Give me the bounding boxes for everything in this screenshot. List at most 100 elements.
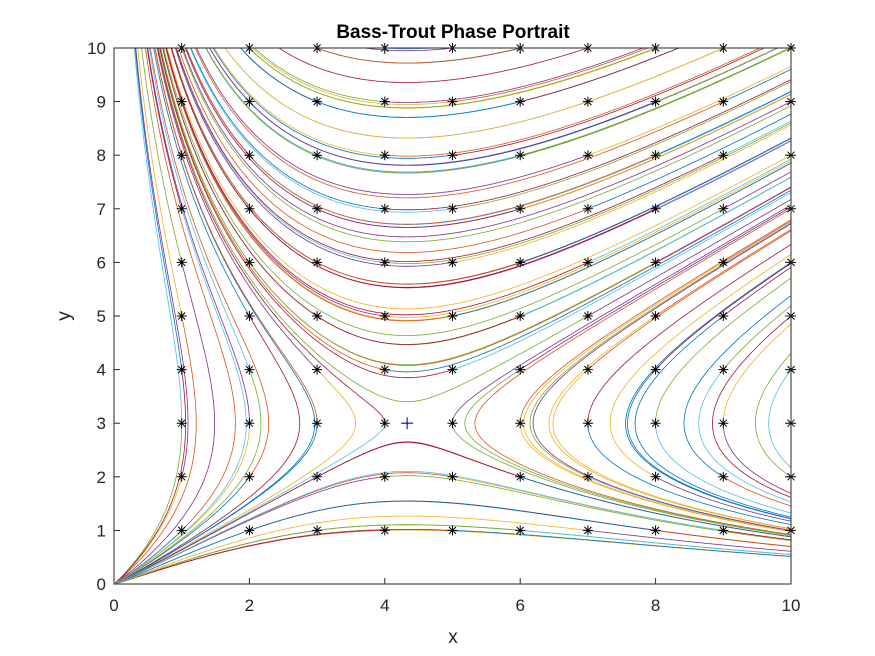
series-line: [134, 48, 183, 370]
series-line: [160, 47, 656, 366]
series-line: [214, 47, 385, 156]
initial-point: [718, 418, 729, 429]
initial-point: [650, 203, 661, 214]
series-line: [609, 254, 792, 478]
initial-point: [176, 96, 187, 107]
y-tick-label: 0: [97, 575, 106, 594]
initial-point: [312, 525, 323, 536]
initial-point: [176, 311, 187, 321]
initial-point: [650, 150, 661, 161]
initial-point: [515, 364, 526, 375]
series-line: [655, 476, 791, 522]
initial-point: [515, 471, 526, 482]
series-line: [587, 199, 791, 317]
initial-point: [379, 525, 390, 536]
series-line: [175, 47, 385, 263]
initial-point: [312, 203, 323, 214]
series-line: [529, 222, 791, 478]
series-line: [634, 315, 791, 518]
initial-point: [515, 525, 526, 536]
series-line: [146, 48, 183, 209]
series-line: [655, 47, 777, 102]
series-line: [170, 48, 656, 288]
initial-point: [718, 525, 729, 536]
series-line: [384, 475, 791, 541]
series-line: [159, 48, 385, 370]
series-line: [655, 530, 791, 547]
series-line: [156, 48, 318, 370]
y-tick-label: 5: [97, 307, 106, 326]
initial-point: [582, 96, 593, 107]
initial-point: [582, 150, 593, 161]
initial-point: [244, 257, 255, 268]
initial-point: [447, 471, 458, 482]
initial-point: [718, 471, 729, 482]
initial-point: [447, 150, 458, 161]
initial-point: [447, 418, 458, 429]
series-line: [755, 353, 792, 478]
initial-point: [312, 471, 323, 482]
initial-point: [176, 418, 187, 429]
initial-point: [447, 311, 458, 321]
initial-point: [447, 203, 458, 214]
initial-point: [379, 257, 390, 268]
series-line: [723, 69, 791, 102]
series-line: [532, 223, 792, 531]
series-line: [163, 48, 724, 336]
series-line: [384, 47, 643, 103]
series-line: [135, 48, 189, 477]
x-tick-label: 8: [651, 596, 660, 615]
series-line: [384, 189, 791, 373]
series-line: [452, 204, 791, 424]
series-line: [523, 262, 791, 532]
initial-point: [244, 471, 255, 482]
initial-point: [515, 311, 526, 321]
initial-point: [650, 418, 661, 429]
initial-point: [650, 364, 661, 375]
series-line: [655, 262, 792, 370]
series-line: [137, 48, 183, 317]
series-line: [171, 48, 521, 285]
initial-point: [379, 96, 390, 107]
series-line: [153, 48, 250, 317]
series-line: [133, 48, 183, 424]
x-tick-label: 10: [782, 596, 801, 615]
initial-point: [650, 311, 661, 321]
initial-point: [379, 311, 390, 321]
series-line: [722, 305, 791, 370]
series-line: [520, 137, 791, 263]
series-line: [248, 47, 656, 109]
series-line: [150, 47, 269, 478]
initial-point: [176, 150, 187, 161]
y-tick-label: 6: [97, 253, 106, 272]
series-line: [587, 113, 791, 210]
series-line: [712, 315, 792, 498]
series-line: [182, 47, 792, 238]
series-line: [519, 219, 791, 424]
y-tick-label: 4: [97, 361, 106, 380]
series-line: [625, 262, 792, 520]
initial-point: [582, 471, 593, 482]
series-line: [115, 262, 215, 584]
x-tick-labels: 0 2 4 6 8 10: [109, 596, 800, 615]
initial-point: [244, 150, 255, 161]
initial-point: [176, 364, 187, 375]
x-tick-label: 4: [380, 596, 389, 615]
x-axis-label: x: [448, 627, 458, 648]
initial-point: [650, 471, 661, 482]
initial-point: [176, 471, 187, 482]
series-line: [464, 369, 791, 536]
series-line: [655, 423, 791, 514]
series-line: [365, 47, 453, 52]
x-tick-label: 2: [245, 596, 254, 615]
initial-point: [379, 203, 390, 214]
initial-point: [718, 150, 729, 161]
series-line: [723, 171, 792, 210]
series-line: [520, 176, 791, 317]
initial-point: [379, 364, 390, 375]
initial-point: [515, 418, 526, 429]
series-line: [723, 120, 791, 156]
initial-point: [582, 525, 593, 536]
series-line: [158, 48, 589, 403]
series-line: [186, 48, 656, 225]
